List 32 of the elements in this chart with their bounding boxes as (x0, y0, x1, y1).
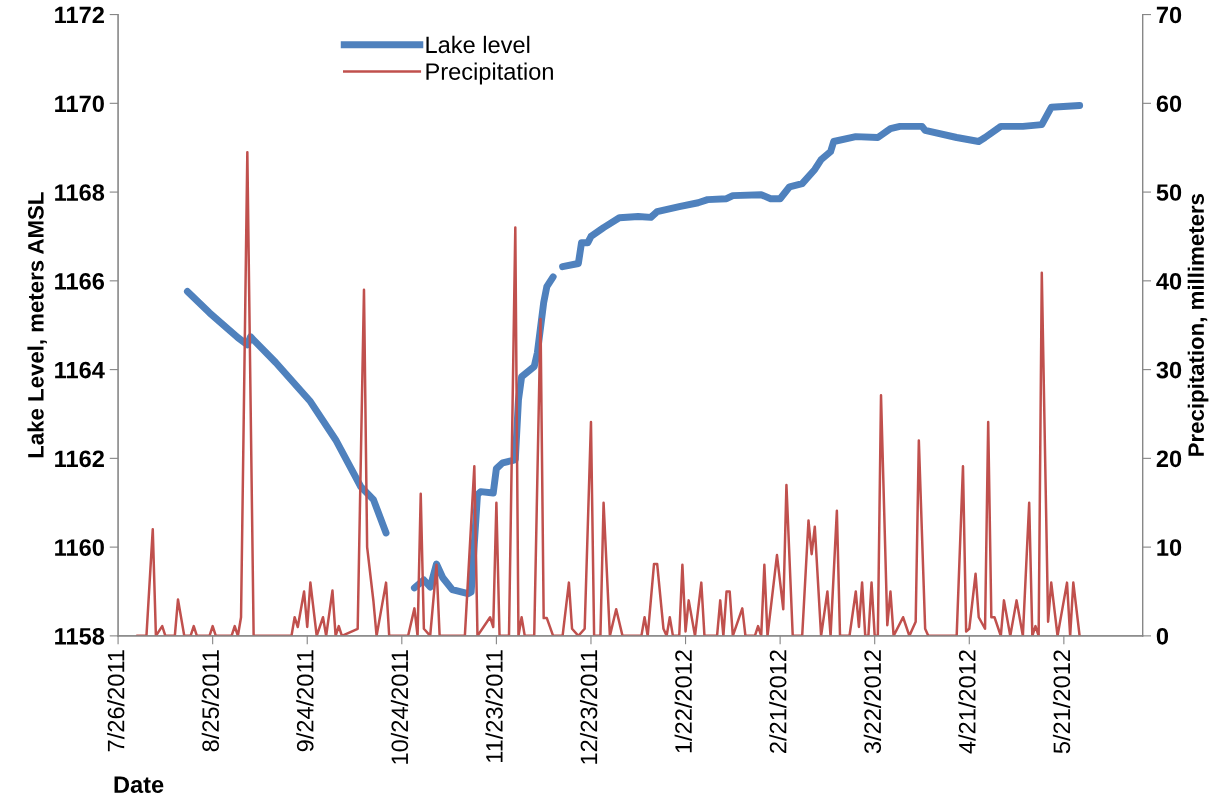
x-tick-label: 12/23/2011 (579, 650, 598, 764)
x-tick-label: 8/25/2011 (201, 650, 219, 752)
x-tick-label: 4/21/2012 (958, 650, 976, 754)
y2-tick-label: 40 (1156, 272, 1182, 290)
y2-tick-label: 20 (1156, 450, 1182, 468)
y2-axis-title: Precipitation, millimeters (1187, 193, 1209, 456)
y2-tick-label: 0 (1156, 627, 1169, 645)
y-tick-label: 1160 (55, 539, 104, 556)
x-tick-label: 2/21/2012 (769, 650, 787, 753)
y2-tick-label: 50 (1156, 184, 1182, 201)
x-tick-label: 5/21/2012 (1052, 650, 1071, 754)
x-tick-label: 9/24/2011 (296, 650, 314, 752)
y-tick-label: 1168 (55, 184, 105, 201)
x-tick-label: 1/22/2012 (674, 650, 692, 753)
x-tick-label: 3/22/2012 (863, 650, 882, 754)
y2-tick-label: 10 (1157, 539, 1182, 556)
y-axis-title: Lake Level, meters AMSL (27, 192, 47, 458)
x-axis-title: Date (114, 776, 164, 794)
y-tick-label: 1164 (55, 361, 105, 379)
y-tick-label: 1172 (55, 6, 104, 24)
y2-tick-label: 60 (1156, 95, 1182, 113)
y2-tick-label: 70 (1156, 6, 1182, 24)
legend-label: Lake level (426, 35, 530, 54)
x-tick-label: 10/24/2011 (390, 650, 409, 764)
y-tick-label: 1170 (55, 95, 104, 113)
y2-tick-label: 30 (1156, 361, 1182, 379)
x-tick-label: 11/23/2011 (485, 650, 503, 762)
y-tick-label: 1162 (55, 450, 104, 468)
y-tick-label: 1158 (55, 627, 105, 645)
legend-label: Precipitation (426, 62, 553, 85)
x-tick-label: 7/26/2011 (107, 650, 125, 752)
y-tick-label: 1166 (55, 272, 105, 290)
